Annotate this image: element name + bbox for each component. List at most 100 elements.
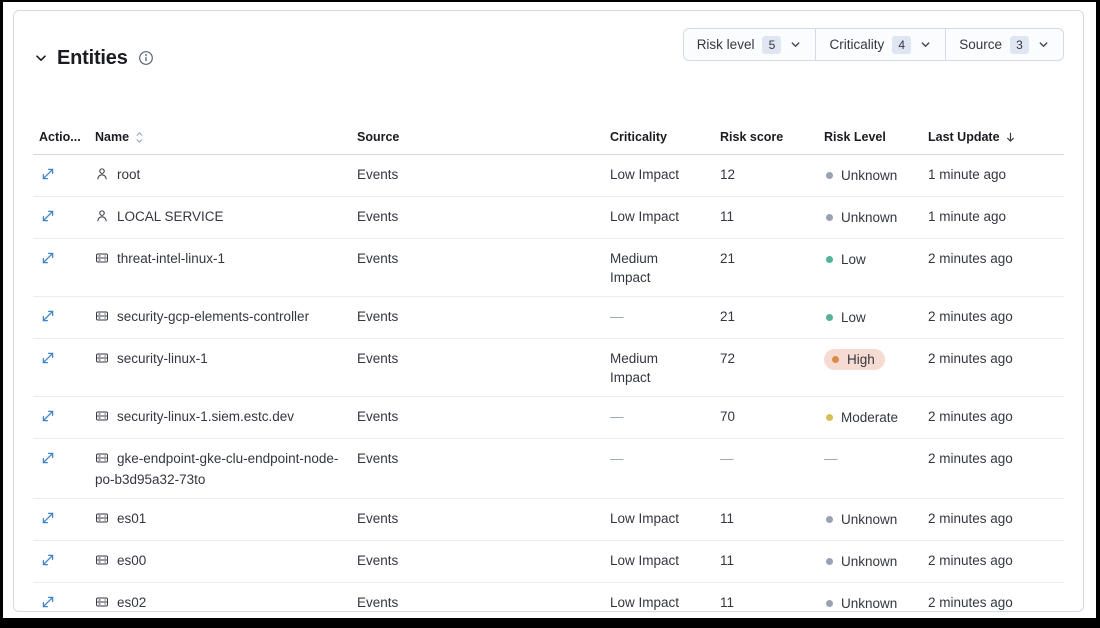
risk-dot-icon [826, 171, 833, 179]
filter-label: Criticality [829, 37, 885, 52]
entity-name: security-linux-1 [117, 350, 208, 366]
table-row: es00 Events Low Impact 11 Unknown 2 minutes a… [33, 540, 1064, 584]
entity-criticality: Low Impact [604, 498, 714, 542]
entity-name: threat-intel-linux-1 [117, 250, 226, 266]
column-label: Last Update [928, 130, 1000, 145]
risk-level-value: Unknown [841, 595, 898, 611]
risk-level-badge: Low [824, 250, 868, 269]
entity-risk-score: — [714, 438, 818, 500]
table-row: LOCAL SERVICE Events Low Impact 11 Unknown 1 … [33, 196, 1064, 240]
open-entity-details-button[interactable] [39, 407, 57, 425]
entity-name: es00 [117, 552, 147, 568]
entities-table: Actio... Name Source Criticality Risk score R… [33, 122, 1064, 611]
risk-dot-icon [832, 355, 839, 363]
entity-name: es01 [117, 510, 147, 526]
panel-header: Entities Risk level 5 Criticality 4 Source 3 [33, 28, 1064, 86]
open-entity-details-button[interactable] [39, 551, 57, 569]
filter-label: Source [959, 37, 1002, 52]
column-label: Source [357, 130, 400, 145]
entity-criticality: Low Impact [604, 154, 714, 198]
column-header-last-update[interactable]: Last Update [922, 122, 1064, 156]
entity-criticality: Low Impact [604, 196, 714, 240]
open-entity-details-button[interactable] [39, 349, 57, 367]
entity-criticality: Low Impact [604, 582, 714, 611]
entity-criticality: — [604, 396, 714, 440]
risk-dot-icon [826, 599, 833, 607]
column-header-name[interactable]: Name [89, 122, 351, 156]
filter-button-source[interactable]: Source 3 [946, 29, 1063, 60]
column-label: Criticality [610, 130, 667, 145]
entity-source: Events [351, 396, 604, 440]
entity-risk-score: 11 [714, 196, 818, 240]
table-row: gke-endpoint-gke-clu-endpoint-node-po-b3… [33, 438, 1064, 500]
filter-button-risk-level[interactable]: Risk level 5 [684, 29, 817, 60]
risk-level-badge: Unknown [824, 208, 899, 227]
risk-level-value: Unknown [841, 209, 898, 225]
entity-criticality: Low Impact [604, 540, 714, 584]
risk-level-badge: Unknown [824, 552, 899, 571]
risk-level-value: Unknown [841, 553, 898, 569]
entity-risk-score: 72 [714, 338, 818, 398]
sort-descending-icon [1004, 131, 1017, 144]
entity-risk-score: 11 [714, 498, 818, 542]
open-entity-details-button[interactable] [39, 207, 57, 225]
column-header-risk-level: Risk Level [818, 122, 922, 156]
risk-dot-icon [826, 313, 833, 321]
page-title: Entities [57, 46, 128, 69]
table-row: security-gcp-elements-controller Events —2… [33, 296, 1064, 340]
open-entity-details-button[interactable] [39, 593, 57, 611]
chevron-down-icon [919, 38, 932, 51]
risk-level-badge: High [824, 348, 885, 370]
risk-dot-icon [826, 213, 833, 221]
open-entity-details-button[interactable] [39, 509, 57, 527]
info-icon[interactable] [138, 50, 154, 66]
risk-level-value: Low [841, 309, 866, 325]
risk-level-badge: Unknown [824, 166, 899, 185]
entity-source: Events [351, 540, 604, 584]
entity-risk-score: 21 [714, 296, 818, 340]
host-icon [95, 553, 109, 572]
filter-button-criticality[interactable]: Criticality 4 [816, 29, 947, 60]
column-header-actio: Actio... [33, 122, 89, 156]
host-icon [95, 409, 109, 428]
table-row: es02 Events Low Impact 11 Unknown 2 minutes a… [33, 582, 1064, 611]
open-entity-details-button[interactable] [39, 307, 57, 325]
filter-count-badge: 4 [892, 35, 912, 54]
entity-source: Events [351, 154, 604, 198]
column-label: Risk Level [824, 130, 886, 145]
entity-last-update: 2 minutes ago [922, 338, 1064, 398]
risk-dot-icon [826, 557, 833, 565]
entity-last-update: 2 minutes ago [922, 296, 1064, 340]
risk-level-badge: Unknown [824, 594, 899, 611]
entity-name: security-linux-1.siem.estc.dev [117, 408, 295, 424]
chevron-down-icon [789, 38, 802, 51]
risk-dot-icon [826, 255, 833, 263]
entity-source: Events [351, 196, 604, 240]
host-icon [95, 451, 109, 470]
filter-count-badge: 5 [762, 35, 782, 54]
risk-level-value: Low [841, 251, 866, 267]
entity-last-update: 2 minutes ago [922, 238, 1064, 298]
entity-last-update: 2 minutes ago [922, 540, 1064, 584]
entity-last-update: 2 minutes ago [922, 498, 1064, 542]
entity-source: Events [351, 438, 604, 500]
risk-level-value: High [847, 351, 875, 367]
column-label: Actio... [39, 130, 81, 145]
entity-name: gke-endpoint-gke-clu-endpoint-node-po-b3… [95, 450, 339, 487]
risk-level-value: Unknown [841, 511, 898, 527]
risk-dot-icon [826, 515, 833, 523]
entity-source: Events [351, 498, 604, 542]
filter-label: Risk level [696, 37, 755, 52]
risk-level-value: Moderate [841, 409, 899, 425]
collapse-section-icon[interactable] [33, 50, 49, 66]
open-entity-details-button[interactable] [39, 249, 57, 267]
column-header-risk-score: Risk score [714, 122, 818, 156]
entity-source: Events [351, 582, 604, 611]
column-header-source: Source [351, 122, 604, 156]
filter-count-badge: 3 [1010, 35, 1029, 54]
open-entity-details-button[interactable] [39, 165, 57, 183]
column-label: Name [95, 130, 130, 145]
entity-name: security-gcp-elements-controller [117, 308, 310, 324]
entity-source: Events [351, 296, 604, 340]
open-entity-details-button[interactable] [39, 449, 57, 467]
